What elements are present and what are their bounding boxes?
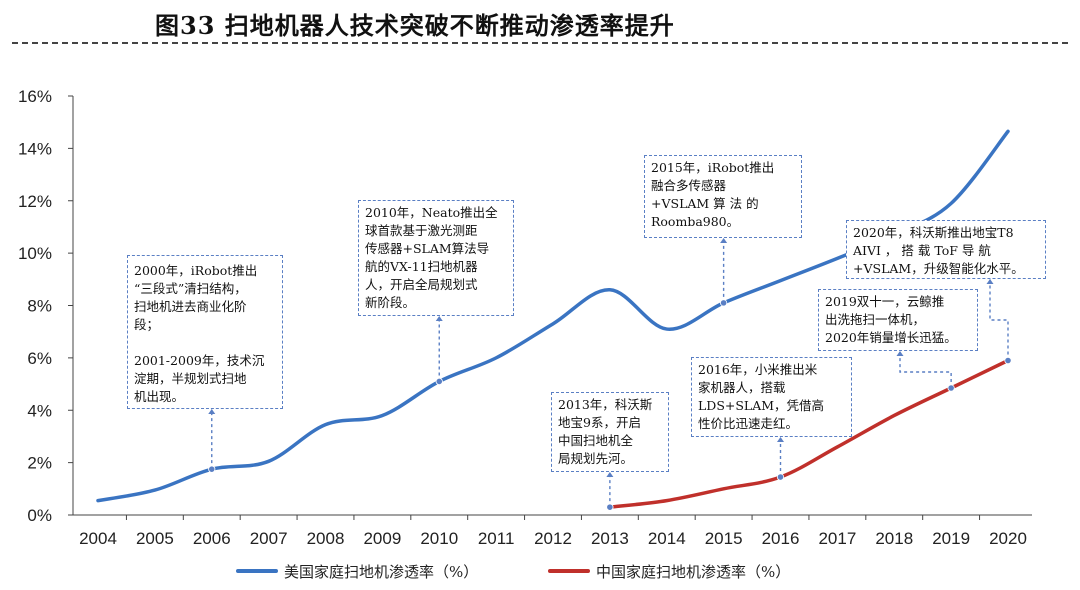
x-tick-label: 2015 (705, 529, 743, 548)
title-divider (12, 42, 1068, 44)
note-2016-xiaomi: 2016年，小米推出米 家机器人，搭载 LDS+SLAM，凭借高 性价比迅速走红… (691, 357, 852, 437)
x-tick-label: 2020 (989, 529, 1027, 548)
y-tick-label: 4% (27, 401, 52, 420)
y-tick-label: 6% (27, 349, 52, 368)
x-tick-label: 2012 (534, 529, 572, 548)
annotation-arrowhead (896, 351, 904, 356)
x-tick-label: 2016 (762, 529, 800, 548)
x-tick-label: 2011 (478, 529, 515, 548)
x-tick-label: 2005 (136, 529, 174, 548)
legend-item-cn: 中国家庭扫地机渗透率（%） (548, 556, 790, 586)
y-tick-label: 14% (18, 139, 52, 158)
legend-label-cn: 中国家庭扫地机渗透率（%） (596, 562, 791, 581)
annotation-arrowhead (777, 437, 784, 442)
y-tick-label: 12% (18, 192, 52, 211)
y-tick-label: 8% (27, 297, 52, 316)
note-2015-irobot: 2015年，iRobot推出 融合多传感器 +VSLAM 算 法 的 Roomb… (644, 155, 802, 238)
note-2000-irobot: 2000年，iRobot推出 “三段式”清扫结构， 扫地机进去商业化阶 段； 2… (127, 255, 283, 409)
annotation-anchor-point (720, 299, 728, 307)
x-tick-label: 2010 (420, 529, 458, 548)
x-tick-label: 2008 (307, 529, 345, 548)
annotation-anchor-point (606, 503, 614, 511)
x-tick-label: 2014 (648, 529, 686, 548)
x-tick-label: 2019 (932, 529, 970, 548)
legend: 美国家庭扫地机渗透率（%） 中国家庭扫地机渗透率（%） (0, 556, 1080, 586)
x-tick-label: 2004 (79, 529, 117, 548)
note-2020-ecovacs: 2020年，科沃斯推出地宝T8 AIVI ， 搭 载 ToF 导 航 +VSLA… (846, 220, 1046, 279)
annotation-anchor-point (1004, 356, 1012, 365)
note-2010-neato: 2010年，Neato推出全 球首款基于激光测距 传感器+SLAM算法导 航的V… (358, 200, 514, 316)
legend-item-us: 美国家庭扫地机渗透率（%） (236, 556, 478, 586)
x-tick-label: 2013 (591, 529, 629, 548)
x-tick-label: 2009 (363, 529, 401, 548)
legend-swatch-us (236, 569, 278, 573)
figure-title: 图33 扫地机器人技术突破不断推动渗透率提升 (155, 11, 675, 40)
legend-label-us: 美国家庭扫地机渗透率（%） (284, 562, 479, 581)
annotation-arrowhead (720, 238, 728, 243)
y-tick-label: 10% (18, 244, 52, 263)
annotation-anchor-point (947, 384, 955, 392)
annotation-arrowhead (208, 409, 216, 414)
x-tick-label: 2017 (818, 529, 856, 548)
annotation-arrowhead (435, 316, 443, 321)
y-tick-label: 2% (27, 454, 52, 473)
x-tick-label: 2007 (250, 529, 288, 548)
annotation-anchor-point (776, 473, 785, 481)
annotation-anchor-point (435, 377, 443, 386)
annotation-arrowhead (606, 472, 614, 477)
annotation-connector (989, 279, 1009, 361)
annotation-connector (899, 351, 952, 388)
x-tick-label: 2018 (875, 529, 913, 548)
note-2019-narwal: 2019双十一，云鲸推 出洗拖扫一体机， 2020年销量增长迅猛。 (818, 289, 978, 351)
legend-swatch-cn (548, 569, 590, 573)
annotation-anchor-point (208, 465, 216, 473)
note-2013-ecovacs: 2013年，科沃斯 地宝9系，开启 中国扫地机全 局规划先河。 (551, 392, 669, 472)
y-tick-label: 16% (18, 87, 52, 106)
cn-penetration-line (608, 358, 1010, 509)
y-tick-label: 0% (27, 506, 52, 525)
x-tick-label: 2006 (193, 529, 231, 548)
annotation-arrowhead (986, 279, 994, 284)
